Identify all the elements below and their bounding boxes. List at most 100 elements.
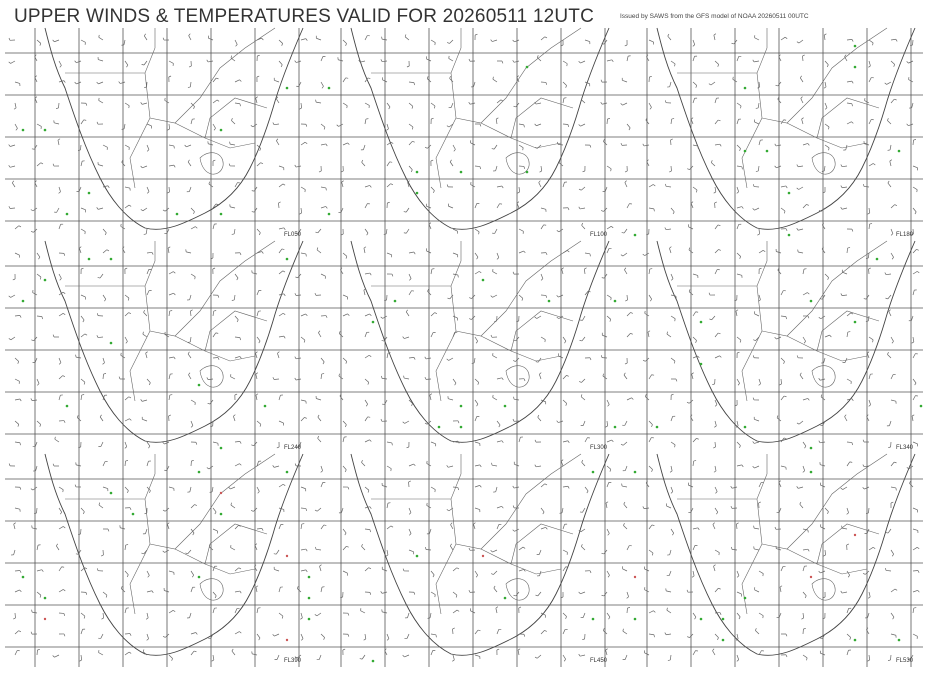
wind-barb-tick — [237, 320, 238, 322]
station-dot — [286, 555, 288, 557]
wind-barb-tick — [188, 342, 190, 343]
wind-barb-tick — [713, 523, 715, 525]
wind-barb-tick — [414, 357, 415, 359]
wind-barb-tick — [624, 268, 626, 270]
wind-barb-tick — [738, 383, 740, 385]
wind-barb — [103, 461, 105, 466]
wind-barb-tick — [763, 250, 765, 251]
wind-barb — [279, 587, 280, 592]
wind-barb-tick — [607, 118, 609, 119]
wind-barb-tick — [391, 526, 393, 527]
station-dot — [286, 471, 289, 474]
wind-barb — [186, 145, 191, 147]
wind-barb — [453, 487, 458, 488]
wind-barb-tick — [650, 299, 651, 301]
wind-barb-tick — [477, 257, 478, 259]
wind-barb-tick — [562, 268, 564, 270]
wind-barb-tick — [718, 120, 720, 121]
wind-barb — [668, 36, 671, 40]
wind-barb-tick — [819, 571, 821, 573]
wind-barb — [913, 508, 918, 510]
wind-barb-tick — [339, 374, 340, 376]
wind-barb-tick — [381, 419, 382, 421]
wind-barb-tick — [606, 649, 608, 651]
wind-barb-tick — [786, 634, 787, 636]
wind-barb — [231, 120, 235, 124]
wind-barb-tick — [367, 233, 368, 235]
wind-barb-tick — [915, 212, 916, 214]
wind-barb-tick — [217, 100, 219, 101]
wind-barb-tick — [497, 258, 499, 260]
wind-barb — [869, 337, 873, 340]
wind-barb-tick — [610, 319, 611, 321]
wind-barb — [563, 629, 565, 634]
wind-barb-tick — [851, 122, 853, 124]
wind-barb-tick — [207, 60, 208, 62]
wind-barb-tick — [188, 87, 190, 88]
wind-barb — [912, 103, 913, 108]
wind-barb — [497, 378, 502, 379]
wind-barb — [607, 295, 611, 298]
wind-barb-tick — [889, 310, 891, 312]
wind-barb-tick — [736, 523, 738, 524]
wind-barb — [803, 592, 806, 596]
wind-barb-tick — [212, 660, 214, 661]
wind-barb-tick — [63, 589, 65, 591]
wind-barb-tick — [436, 635, 437, 637]
wind-barb-tick — [262, 528, 263, 530]
wind-barb — [274, 466, 279, 467]
wind-barb — [623, 631, 627, 634]
wind-barb — [536, 124, 541, 126]
wind-barb-tick — [209, 544, 210, 546]
station-dot — [66, 405, 69, 408]
wind-barb-tick — [672, 118, 674, 119]
wind-barb-tick — [168, 247, 170, 248]
wind-barb-tick — [18, 424, 19, 426]
station-dot — [854, 66, 857, 69]
wind-barb-tick — [370, 185, 372, 187]
wind-barb-tick — [590, 358, 591, 360]
wind-barb-tick — [888, 181, 889, 183]
wind-barb — [81, 508, 84, 512]
wind-barb-tick — [892, 257, 894, 259]
wind-barb — [426, 358, 431, 359]
wind-barb — [580, 655, 585, 656]
wind-barb — [475, 166, 480, 167]
wind-barb — [825, 550, 826, 555]
wind-barb — [890, 161, 891, 166]
wind-barb — [365, 568, 369, 571]
wind-barb — [361, 611, 365, 613]
wind-barb — [649, 421, 652, 425]
wind-barb — [558, 144, 563, 145]
wind-barb-tick — [231, 56, 232, 58]
station-dot — [504, 405, 507, 408]
wind-barb — [627, 204, 629, 208]
wind-barb-tick — [404, 212, 406, 213]
wind-barb — [867, 353, 869, 358]
wind-barb — [585, 438, 587, 442]
station-dot — [328, 213, 331, 216]
station-dot — [634, 471, 637, 474]
wind-barb-tick — [31, 632, 32, 634]
wind-barb — [252, 654, 257, 655]
wind-barb — [235, 632, 239, 634]
wind-barb-tick — [777, 415, 778, 417]
wind-barb — [715, 356, 719, 358]
wind-barb-tick — [808, 143, 810, 145]
wind-barb-tick — [427, 76, 428, 78]
wind-barb — [169, 357, 174, 358]
wind-barb — [301, 417, 304, 421]
wind-barb-tick — [807, 658, 808, 660]
wind-barb — [387, 253, 392, 255]
wind-barb-tick — [609, 617, 610, 619]
wind-barb-tick — [163, 510, 165, 511]
wind-barb — [213, 333, 216, 337]
wind-barb-tick — [339, 331, 340, 333]
wind-barb-tick — [731, 547, 732, 549]
wind-barb — [736, 524, 737, 529]
wind-barb-tick — [302, 524, 304, 525]
wind-barb-tick — [236, 44, 238, 46]
wind-barb — [759, 571, 763, 574]
wind-barb — [693, 528, 698, 529]
wind-barb — [671, 61, 675, 64]
